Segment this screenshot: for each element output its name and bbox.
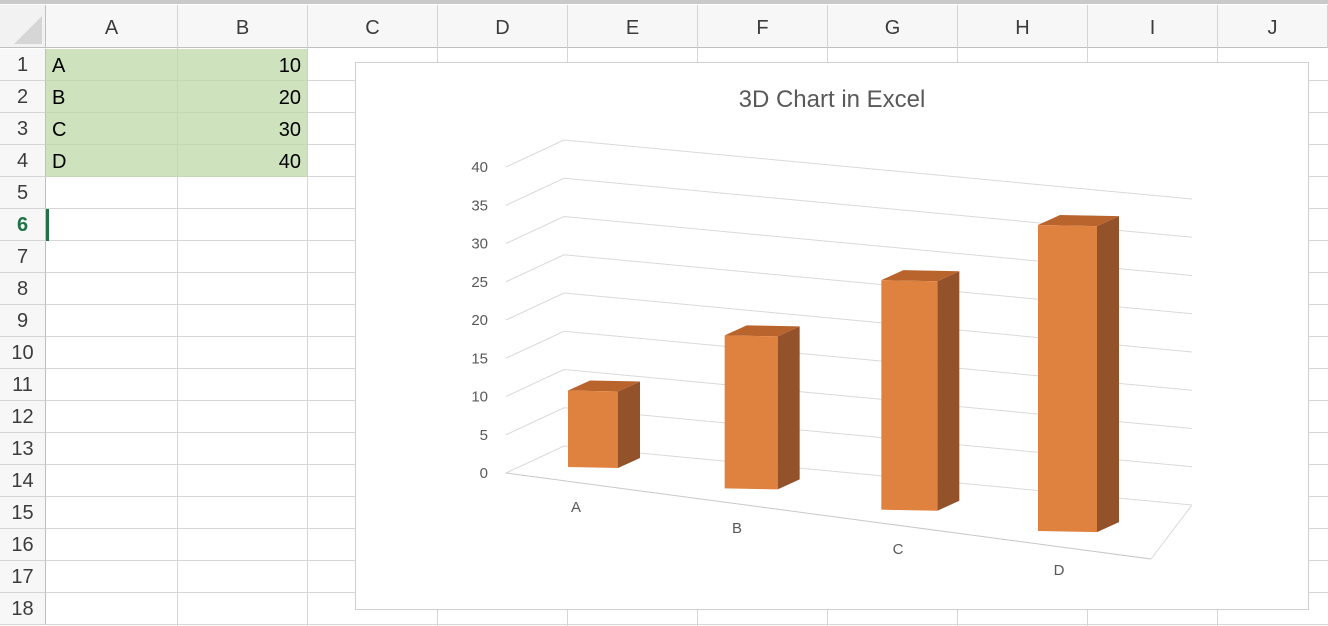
chart-bars <box>568 215 1119 533</box>
bar-front-face <box>1038 225 1097 533</box>
column-header-j[interactable]: J <box>1218 5 1328 48</box>
active-cell-marker[interactable] <box>46 209 49 241</box>
bar-b <box>724 325 800 490</box>
cell-a3[interactable]: C <box>46 113 178 145</box>
bar-c <box>881 270 960 511</box>
x-axis-ticks: A B C D <box>571 499 1065 579</box>
column-header-c[interactable]: C <box>308 5 438 48</box>
y-tick-label: 35 <box>471 197 488 214</box>
bar-top-face <box>568 380 640 392</box>
chart-canvas: 0 5 10 15 20 25 30 35 40 A B C D 3D Chart in Excel <box>471 86 1193 579</box>
y-tick-label: 25 <box>471 274 488 291</box>
cell-a4[interactable]: D <box>46 145 178 177</box>
cell-b3[interactable]: 30 <box>178 113 308 145</box>
row-header-14[interactable]: 14 <box>0 465 46 497</box>
row-header-4[interactable]: 4 <box>0 145 46 177</box>
bar-top-face <box>1038 215 1119 227</box>
row-header-17[interactable]: 17 <box>0 561 46 593</box>
y-tick-label: 10 <box>471 389 488 406</box>
row-header-6[interactable]: 6 <box>0 209 46 241</box>
y-tick-label: 15 <box>471 350 488 367</box>
cell-b4[interactable]: 40 <box>178 145 308 177</box>
column-header-f[interactable]: F <box>698 5 828 48</box>
y-tick-label: 40 <box>471 159 488 176</box>
toolbar-edge <box>0 0 1328 4</box>
row-header-2[interactable]: 2 <box>0 81 46 113</box>
column-header-e[interactable]: E <box>568 5 698 48</box>
bar-side-face <box>618 381 640 468</box>
cell-a2[interactable]: B <box>46 81 178 113</box>
column-header-i[interactable]: I <box>1088 5 1218 48</box>
bar-front-face <box>568 390 618 468</box>
chart-gridline <box>505 139 1193 200</box>
bar-d <box>1038 215 1119 533</box>
row-header-16[interactable]: 16 <box>0 529 46 561</box>
column-header-a[interactable]: A <box>46 5 178 48</box>
y-tick-label: 0 <box>480 465 488 482</box>
x-tick-label: D <box>1054 562 1065 579</box>
column-header-b[interactable]: B <box>178 5 308 48</box>
column-gridline <box>307 48 308 626</box>
row-header-5[interactable]: 5 <box>0 177 46 209</box>
select-all-button[interactable] <box>0 5 46 48</box>
row-header-15[interactable]: 15 <box>0 497 46 529</box>
row-header-10[interactable]: 10 <box>0 337 46 369</box>
chart-gridline <box>505 177 1193 238</box>
row-header-8[interactable]: 8 <box>0 273 46 305</box>
bar-side-face <box>777 326 800 490</box>
chart-gridlines <box>505 139 1193 560</box>
row-header-1[interactable]: 1 <box>0 49 46 81</box>
row-header-7[interactable]: 7 <box>0 241 46 273</box>
chart-gridline <box>505 215 1193 276</box>
column-header-d[interactable]: D <box>438 5 568 48</box>
bar-front-face <box>881 280 938 511</box>
chart-gridline <box>505 445 1193 506</box>
y-tick-label: 20 <box>471 312 488 329</box>
row-gridline <box>46 624 1328 625</box>
x-tick-label: A <box>571 499 581 516</box>
y-axis-ticks: 0 5 10 15 20 25 30 35 40 <box>471 159 488 482</box>
cell-b2[interactable]: 20 <box>178 81 308 113</box>
bar-a <box>568 380 640 468</box>
bar-side-face <box>937 271 960 511</box>
row-header-12[interactable]: 12 <box>0 401 46 433</box>
x-axis-line <box>505 472 1152 560</box>
floor-edge <box>1150 504 1193 560</box>
row-header-3[interactable]: 3 <box>0 113 46 145</box>
chart-title[interactable]: 3D Chart in Excel <box>739 86 926 113</box>
column-gridline <box>177 48 178 626</box>
chart-gridline <box>505 292 1193 353</box>
chart-gridline <box>505 330 1193 391</box>
x-tick-label: B <box>732 520 742 537</box>
bar-side-face <box>1097 216 1119 533</box>
x-tick-label: C <box>893 541 904 558</box>
chart-object[interactable]: 0 5 10 15 20 25 30 35 40 A B C D 3D Chart in Excel <box>355 62 1309 610</box>
row-header-13[interactable]: 13 <box>0 433 46 465</box>
row-header-11[interactable]: 11 <box>0 369 46 401</box>
bar-top-face <box>724 325 800 337</box>
bar-front-face <box>724 335 778 490</box>
chart-gridline <box>505 254 1193 315</box>
y-tick-label: 5 <box>480 427 488 444</box>
row-header-9[interactable]: 9 <box>0 305 46 337</box>
chart-gridline <box>505 407 1193 468</box>
row-header-18[interactable]: 18 <box>0 593 46 625</box>
column-header-h[interactable]: H <box>958 5 1088 48</box>
bar-top-face <box>881 270 960 282</box>
cell-b1[interactable]: 10 <box>178 49 308 81</box>
y-tick-label: 30 <box>471 236 488 253</box>
cell-a1[interactable]: A <box>46 49 178 81</box>
select-all-triangle <box>14 16 42 44</box>
column-header-g[interactable]: G <box>828 5 958 48</box>
chart-gridline <box>505 368 1193 429</box>
